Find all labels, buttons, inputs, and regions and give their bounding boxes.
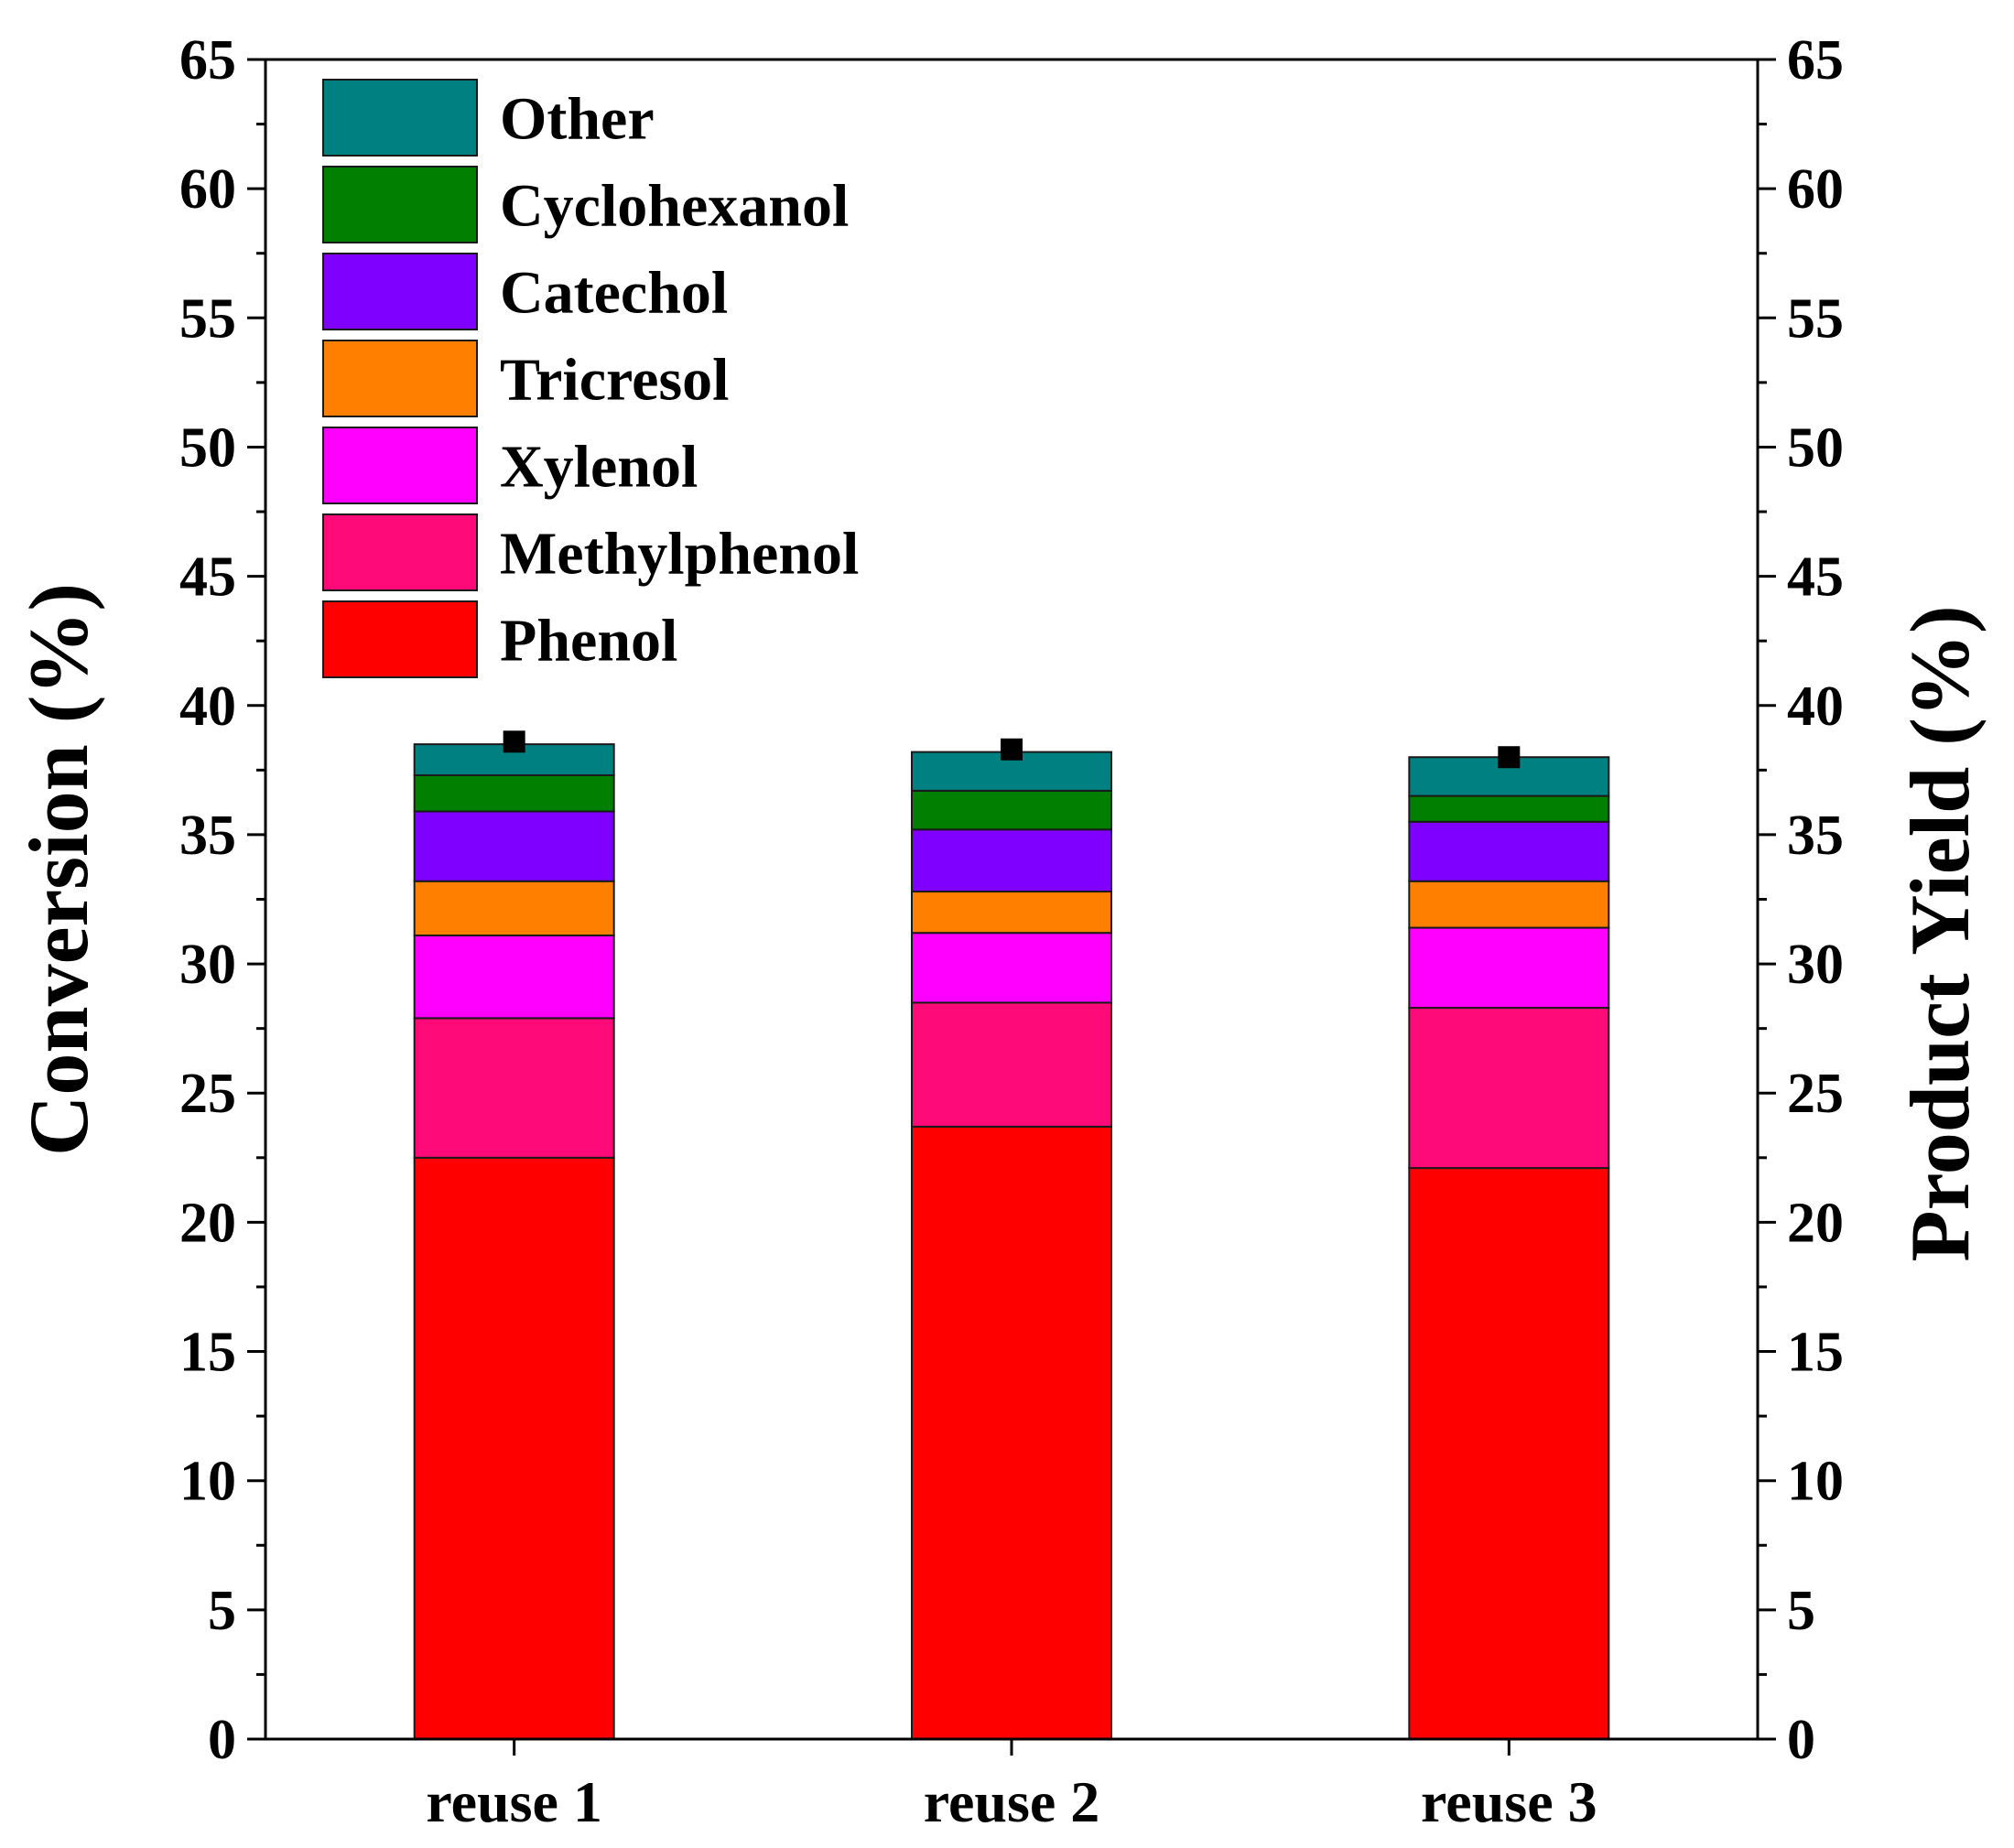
bar-segment-phenol-2 [911,1125,1112,1740]
y-tick-label-left: 30 [179,934,236,996]
legend-swatch-xylenol [322,427,478,504]
y-tick-label-right: 25 [1787,1063,1844,1125]
bar-segment-cyclohexanol-1 [413,773,615,813]
y-tick-label-right: 15 [1787,1322,1844,1384]
y-tick-label-left: 60 [179,158,236,221]
y-tick-label-right: 45 [1787,546,1844,609]
y-tick-label-left: 35 [179,805,236,867]
x-tick-label: reuse 2 [924,1769,1100,1834]
y-tick-label-right: 50 [1787,416,1844,479]
legend-swatch-phenol [322,600,478,678]
bar-segment-xylenol-3 [1408,926,1610,1010]
legend-label-catechol: Catechol [500,260,728,327]
y-tick-label-left: 45 [179,546,236,609]
y-tick-label-left: 50 [179,416,236,479]
bar-segment-methylphenol-2 [911,1001,1112,1128]
y-tick-label-right: 35 [1787,805,1844,867]
conversion-point-1 [503,730,525,753]
y-tick-label-left: 25 [179,1063,236,1125]
y-tick-label-left: 15 [179,1322,236,1384]
y-tick-label-right: 40 [1787,675,1844,738]
y-tick-label-left: 10 [179,1451,236,1513]
conversion-markers-layer [503,730,1521,769]
legend-swatch-other [322,79,478,157]
legend-swatch-cyclohexanol [322,166,478,243]
bar-segment-phenol-1 [413,1156,615,1741]
legend-label-methylphenol: Methylphenol [500,521,859,588]
bar-segment-cyclohexanol-3 [1408,794,1610,823]
bar-segment-xylenol-2 [911,932,1112,1004]
bar-segment-tricresol-2 [911,891,1112,935]
legend-swatch-catechol [322,253,478,330]
bar-segment-xylenol-1 [413,935,615,1020]
conversion-point-3 [1498,746,1521,769]
legend-swatch-methylphenol [322,513,478,591]
y-tick-label-right: 5 [1787,1580,1815,1642]
conversion-point-2 [1001,738,1023,761]
y-tick-label-right: 65 [1787,29,1844,92]
legend-label-tricresol: Tricresol [500,347,729,414]
bar-segment-tricresol-1 [413,880,615,937]
bar-segment-catechol-3 [1408,820,1610,882]
y-tick-label-right: 20 [1787,1192,1844,1254]
bar-segment-methylphenol-1 [413,1017,615,1159]
y-tick-label-right: 60 [1787,158,1844,221]
bar-segment-tricresol-3 [1408,880,1610,929]
x-tick-label: reuse 3 [1421,1769,1597,1834]
y-tick-label-left: 0 [208,1709,236,1771]
y-axis-right-title: Product Yield (%) [1893,605,1987,1261]
bar-segment-catechol-1 [413,810,615,882]
legend-label-phenol: Phenol [500,608,677,675]
bar-segment-methylphenol-3 [1408,1007,1610,1170]
legend-label-other: Other [500,86,655,153]
bars-layer [413,743,1610,1741]
y-tick-label-left: 55 [179,287,236,350]
y-axis-left-title: Conversion (%) [12,583,105,1156]
bar-segment-catechol-2 [911,828,1112,893]
legend-label-cyclohexanol: Cyclohexanol [500,173,849,240]
legend-label-xylenol: Xylenol [500,434,698,501]
y-tick-label-right: 30 [1787,934,1844,996]
y-tick-label-left: 40 [179,675,236,738]
y-tick-label-right: 0 [1787,1709,1815,1771]
bar-segment-cyclohexanol-2 [911,789,1112,831]
x-tick-label: reuse 1 [426,1769,602,1834]
y-tick-label-left: 65 [179,29,236,92]
legend: Other Cyclohexanol Catechol Tricresol Xyleno… [322,79,859,678]
y-tick-label-left: 20 [179,1192,236,1254]
bar-segment-phenol-3 [1408,1167,1610,1740]
y-tick-label-right: 55 [1787,287,1844,350]
y-tick-label-left: 5 [208,1580,236,1642]
legend-swatch-tricresol [322,340,478,417]
y-tick-label-right: 10 [1787,1451,1844,1513]
